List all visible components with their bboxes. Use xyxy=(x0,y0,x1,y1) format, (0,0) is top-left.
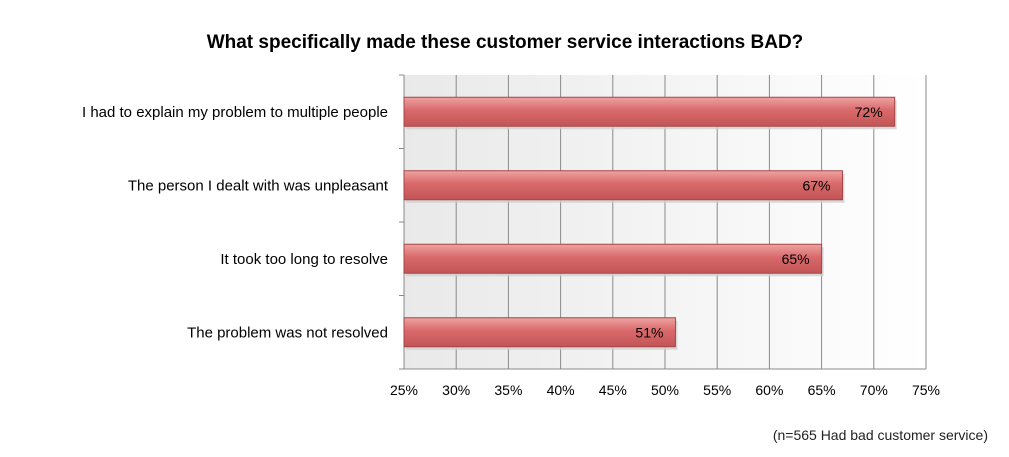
x-tick-label: 35% xyxy=(494,382,522,398)
chart-title: What specifically made these customer se… xyxy=(207,32,804,53)
x-tick-label: 65% xyxy=(808,382,836,398)
category-label: It took too long to resolve xyxy=(220,251,388,268)
category-label: I had to explain my problem to multiple … xyxy=(82,104,388,121)
x-tick-label: 30% xyxy=(442,382,470,398)
data-label: 51% xyxy=(635,324,663,340)
y-axis xyxy=(399,74,405,370)
x-tick-label: 60% xyxy=(755,382,783,398)
x-tick-label: 40% xyxy=(547,382,575,398)
category-labels: I had to explain my problem to multiple … xyxy=(82,104,389,342)
data-label: 72% xyxy=(855,104,883,120)
bars xyxy=(403,96,897,350)
bar xyxy=(403,170,843,201)
x-axis-tick-labels: 25% 30% 35% 40% 45% 50% 55% 60% 65% 70% 75% xyxy=(390,382,940,398)
x-tick-label: 50% xyxy=(651,382,679,398)
x-tick-label: 70% xyxy=(860,382,888,398)
x-tick-label: 45% xyxy=(599,382,627,398)
category-label: The problem was not resolved xyxy=(187,324,388,341)
bar xyxy=(403,317,676,348)
bar xyxy=(403,96,896,127)
data-label: 67% xyxy=(802,177,830,193)
bar xyxy=(403,243,823,274)
data-label: 65% xyxy=(782,251,810,267)
x-tick-label: 25% xyxy=(390,382,418,398)
value-labels: 72% 67% 65% 51% xyxy=(635,104,882,341)
x-tick-label: 55% xyxy=(703,382,731,398)
footnote: (n=565 Had bad customer service) xyxy=(773,427,988,443)
category-label: The person I dealt with was unpleasant xyxy=(128,177,389,194)
x-tick-label: 75% xyxy=(912,382,940,398)
